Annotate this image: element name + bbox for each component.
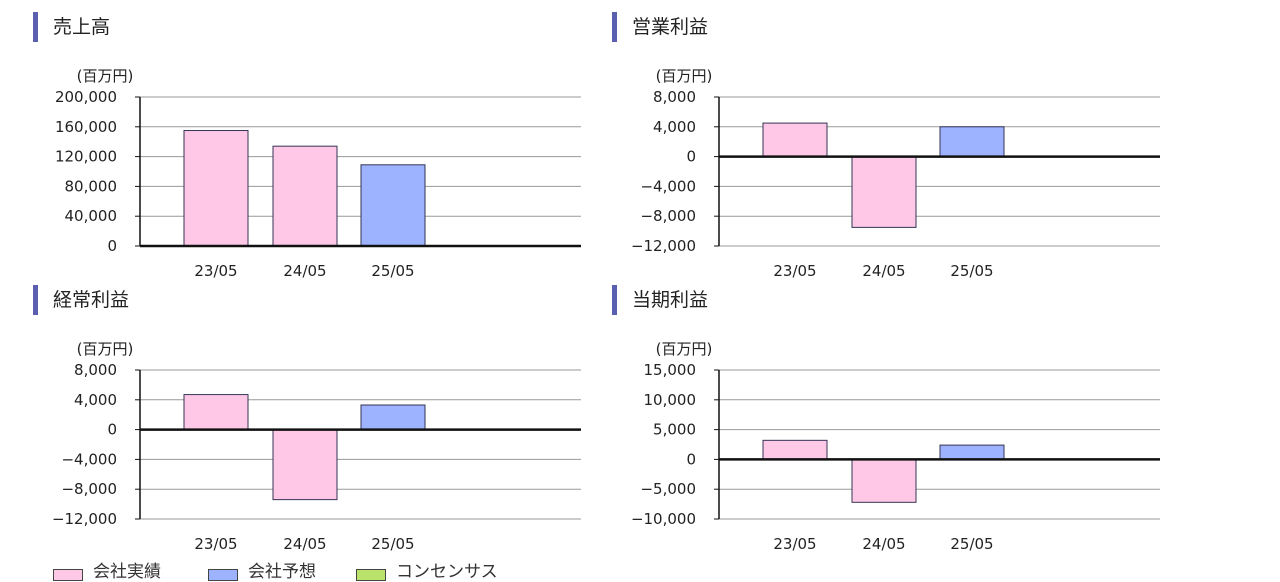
- bar-23-05: [762, 439, 828, 460]
- chart-panel-operating-profit: 営業利益 (百万円) 8,000 4,000 0 −4,000 −8,000 −12,000…: [612, 12, 1172, 282]
- legend-swatch-forecast: [208, 569, 238, 581]
- y-tick-label: −10,000: [631, 510, 696, 528]
- chart-title: 当期利益: [612, 285, 708, 315]
- x-tick-label: 24/05: [283, 262, 326, 280]
- y-tick-label: 160,000: [55, 118, 117, 136]
- axis-unit-label: (百万円): [77, 340, 134, 358]
- legend-swatch-actual: [53, 569, 83, 581]
- y-tick-label: 80,000: [65, 177, 118, 195]
- y-tick-label: −8,000: [61, 480, 117, 498]
- x-tick-label: 25/05: [371, 262, 414, 280]
- y-tick-label: −4,000: [61, 450, 117, 468]
- chart-ordinary-profit: (百万円) 8,000 4,000 0 −4,000 −8,000 −12,000 23/05…: [52, 340, 581, 553]
- x-tick-label: 25/05: [950, 262, 993, 280]
- y-tick-label: 4,000: [653, 118, 696, 136]
- x-tick-label: 24/05: [862, 535, 905, 553]
- axis-unit-label: (百万円): [77, 67, 134, 85]
- x-tick-label: 24/05: [862, 262, 905, 280]
- bar-24-05: [851, 458, 917, 503]
- legend-swatch-consensus: [356, 569, 386, 581]
- y-tick-label: 120,000: [55, 148, 117, 166]
- y-tick-label: 200,000: [55, 88, 117, 106]
- y-tick-label: 8,000: [653, 88, 696, 106]
- chart-sales: (百万円) 200,000 160,000 120,000 80,000 40,000 0 2…: [55, 67, 581, 280]
- chart-operating-profit: (百万円) 8,000 4,000 0 −4,000 −8,000 −12,000 23/05…: [631, 67, 1160, 280]
- legend-label: 会社予想: [248, 562, 316, 582]
- bar-25-05: [939, 126, 1005, 158]
- x-tick-label: 23/05: [773, 262, 816, 280]
- y-tick-label: −4,000: [640, 177, 696, 195]
- y-tick-label: −12,000: [52, 510, 117, 528]
- x-tick-label: 24/05: [283, 535, 326, 553]
- bar-24-05: [272, 429, 338, 501]
- y-tick-label: 15,000: [644, 361, 697, 379]
- bar-23-05: [183, 130, 249, 247]
- chart-panel-ordinary-profit: 経常利益 (百万円) 8,000 4,000 0 −4,000 −8,000 −12,000…: [33, 285, 593, 555]
- y-tick-label: −12,000: [631, 237, 696, 255]
- chart-title: 売上高: [33, 12, 110, 42]
- y-tick-label: 0: [107, 421, 117, 439]
- y-tick-label: 8,000: [74, 361, 117, 379]
- x-tick-label: 23/05: [773, 535, 816, 553]
- bar-25-05: [939, 444, 1005, 460]
- y-tick-label: 0: [686, 450, 696, 468]
- chart-title: 営業利益: [612, 12, 708, 42]
- bar-25-05: [360, 404, 426, 431]
- bar-25-05: [360, 164, 426, 247]
- y-tick-label: 10,000: [644, 391, 697, 409]
- chart-title: 経常利益: [33, 285, 129, 315]
- x-tick-label: 25/05: [950, 535, 993, 553]
- legend-label: コンセンサス: [396, 562, 498, 582]
- axis-unit-label: (百万円): [656, 67, 713, 85]
- y-tick-label: 5,000: [653, 421, 696, 439]
- bar-23-05: [762, 122, 828, 158]
- y-tick-label: −5,000: [640, 480, 696, 498]
- y-tick-label: 0: [686, 148, 696, 166]
- axis-unit-label: (百万円): [656, 340, 713, 358]
- x-tick-label: 23/05: [194, 535, 237, 553]
- chart-panel-sales: 売上高 (百万円) 200,000 160,000 120,000 80,000 40,0…: [33, 12, 593, 282]
- legend-label: 会社実績: [93, 562, 161, 582]
- x-tick-label: 25/05: [371, 535, 414, 553]
- y-tick-label: −8,000: [640, 207, 696, 225]
- bar-24-05: [272, 145, 338, 247]
- bar-23-05: [183, 394, 249, 431]
- chart-panel-net-income: 当期利益 (百万円) 15,000 10,000 5,000 0 −5,000 −10,00…: [612, 285, 1172, 555]
- y-tick-label: 0: [107, 237, 117, 255]
- y-tick-label: 4,000: [74, 391, 117, 409]
- bar-24-05: [851, 156, 917, 228]
- y-tick-label: 40,000: [65, 207, 118, 225]
- chart-net-income: (百万円) 15,000 10,000 5,000 0 −5,000 −10,000 23/0…: [631, 340, 1160, 553]
- x-tick-label: 23/05: [194, 262, 237, 280]
